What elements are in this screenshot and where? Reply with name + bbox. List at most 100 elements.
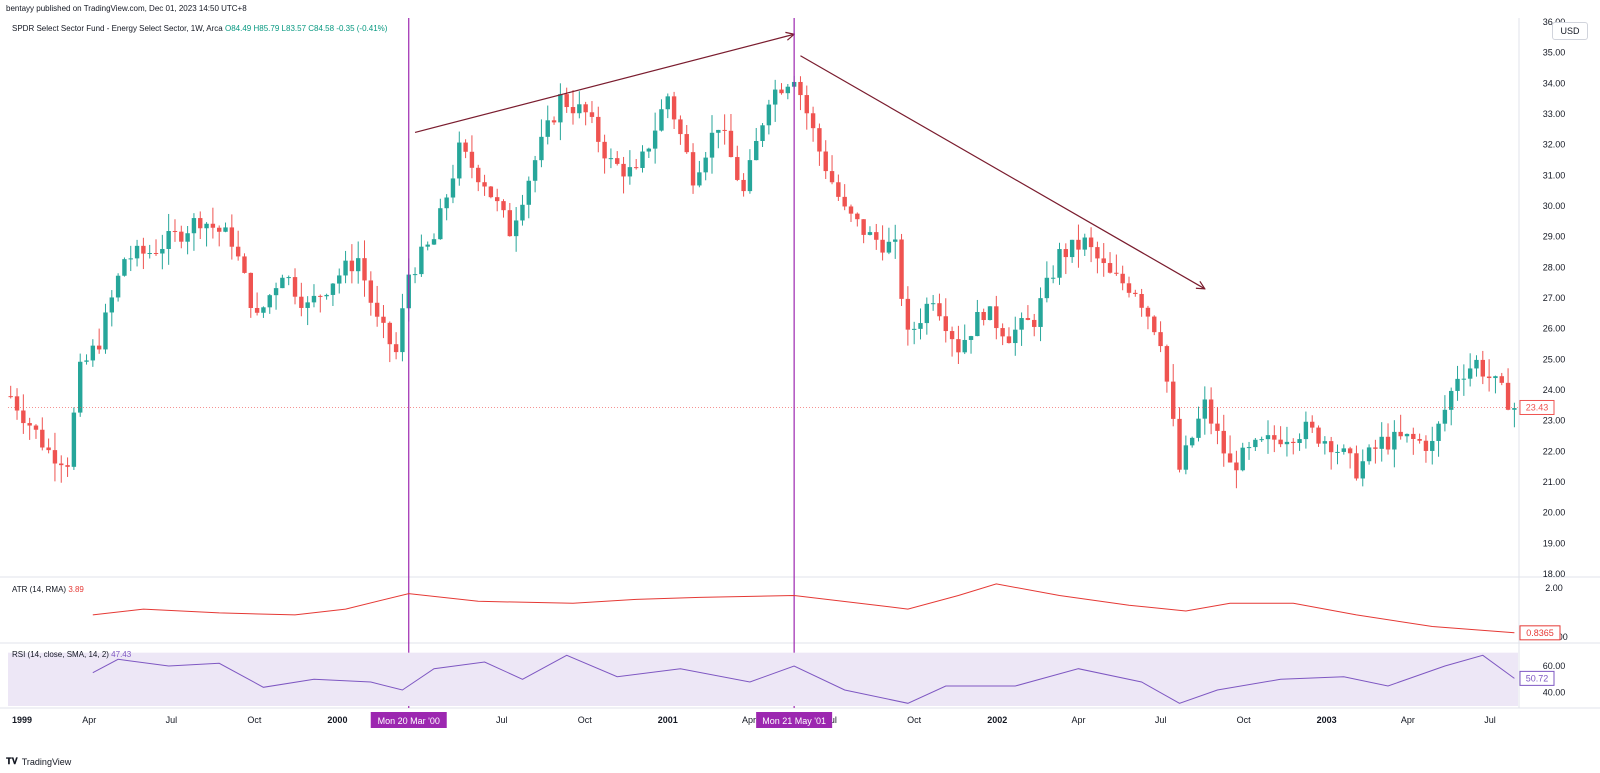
candle-body bbox=[210, 223, 216, 228]
candle-body bbox=[842, 196, 847, 207]
candle bbox=[956, 325, 961, 364]
candle-body bbox=[532, 160, 538, 181]
candle-body bbox=[109, 297, 114, 313]
candle bbox=[147, 244, 152, 259]
candle bbox=[235, 230, 241, 261]
candle bbox=[501, 199, 506, 218]
candle-body bbox=[633, 167, 639, 169]
candle-body bbox=[1069, 239, 1075, 258]
candle bbox=[444, 194, 449, 221]
candle bbox=[924, 297, 930, 335]
candle bbox=[646, 147, 652, 159]
candle-body bbox=[1006, 336, 1012, 344]
candle bbox=[975, 299, 980, 337]
candle bbox=[368, 271, 374, 316]
candle-body bbox=[994, 306, 999, 329]
candle bbox=[1385, 423, 1391, 455]
candle-body bbox=[1512, 408, 1517, 410]
candle bbox=[419, 234, 424, 277]
candle-body bbox=[1177, 418, 1182, 470]
candle-body bbox=[1208, 399, 1214, 424]
candle-body bbox=[1278, 439, 1283, 445]
candle bbox=[703, 151, 708, 181]
candle-body bbox=[747, 160, 753, 192]
candle bbox=[1291, 438, 1296, 455]
candle-body bbox=[412, 274, 418, 276]
time-tick-label: Oct bbox=[907, 715, 922, 725]
currency-badge[interactable]: USD bbox=[1552, 22, 1588, 40]
candle-body bbox=[14, 396, 20, 411]
candle-body bbox=[1499, 376, 1504, 383]
candle-body bbox=[735, 157, 740, 180]
open-value: 84.49 bbox=[231, 24, 252, 33]
candle-body bbox=[779, 89, 784, 94]
candle-body bbox=[1088, 237, 1094, 248]
candle-body bbox=[305, 302, 310, 308]
candle-body bbox=[1474, 359, 1479, 369]
atr-last-label: 0.8365 bbox=[1526, 628, 1554, 638]
candle-body bbox=[1272, 435, 1277, 440]
candle-body bbox=[596, 116, 601, 142]
candle bbox=[1227, 435, 1233, 463]
candle-body bbox=[1133, 292, 1138, 295]
candle bbox=[1297, 433, 1302, 451]
candle bbox=[1189, 436, 1195, 448]
candle-body bbox=[1291, 441, 1296, 443]
candle bbox=[1284, 426, 1290, 457]
candle-body bbox=[1455, 378, 1460, 391]
candle bbox=[27, 417, 32, 440]
chart-canvas[interactable]: 18.00 19.00 20.00 21.00 22.00 23.00 24.00 25.00… bbox=[0, 18, 1600, 773]
candle bbox=[684, 125, 689, 154]
candle-body bbox=[507, 210, 513, 237]
candle-body bbox=[1038, 298, 1043, 327]
candle-body bbox=[772, 89, 778, 105]
candle bbox=[1379, 422, 1384, 462]
candle-body bbox=[147, 252, 152, 254]
candle-body bbox=[96, 345, 102, 350]
candle-body bbox=[886, 241, 892, 253]
time-tick-label: Apr bbox=[742, 715, 756, 725]
candle bbox=[1303, 411, 1309, 449]
candle bbox=[968, 335, 974, 354]
candle bbox=[507, 202, 513, 237]
candle bbox=[659, 99, 664, 132]
candle-body bbox=[1373, 447, 1378, 449]
candle-body bbox=[937, 303, 942, 317]
candle bbox=[1240, 442, 1245, 472]
candle bbox=[526, 176, 531, 219]
rsi-value: 47.43 bbox=[111, 650, 132, 659]
candle-body bbox=[330, 283, 336, 295]
candle bbox=[905, 286, 911, 346]
candle-body bbox=[1171, 381, 1176, 419]
candle-body bbox=[1417, 438, 1422, 441]
candle bbox=[823, 140, 828, 180]
candle-body bbox=[1486, 376, 1492, 379]
atr-line bbox=[92, 583, 1515, 634]
footer-brand[interactable]: TradingView bbox=[21, 756, 72, 767]
candle bbox=[1107, 252, 1113, 274]
candle-body bbox=[494, 197, 500, 202]
candle bbox=[886, 227, 892, 255]
price-tick-label: 33.00 bbox=[1543, 109, 1566, 119]
candle-body bbox=[242, 256, 247, 273]
candle bbox=[943, 298, 948, 343]
candle bbox=[1145, 305, 1151, 330]
candle-body bbox=[469, 151, 475, 168]
time-tick-label: Jul bbox=[166, 715, 178, 725]
candle bbox=[1221, 414, 1226, 467]
candle-body bbox=[1303, 421, 1309, 440]
candle-body bbox=[1467, 368, 1473, 379]
candle bbox=[665, 93, 670, 119]
candle bbox=[210, 207, 216, 239]
candle bbox=[1032, 313, 1037, 337]
candle-body bbox=[754, 140, 759, 161]
candle bbox=[90, 339, 96, 367]
candle-body bbox=[1310, 421, 1315, 428]
candle-body bbox=[248, 272, 253, 308]
candle bbox=[280, 274, 285, 289]
candle-body bbox=[1398, 431, 1403, 437]
candle-body bbox=[861, 219, 866, 235]
candle bbox=[1417, 433, 1422, 444]
candle-body bbox=[785, 86, 791, 94]
time-tick-label: Jul bbox=[496, 715, 508, 725]
